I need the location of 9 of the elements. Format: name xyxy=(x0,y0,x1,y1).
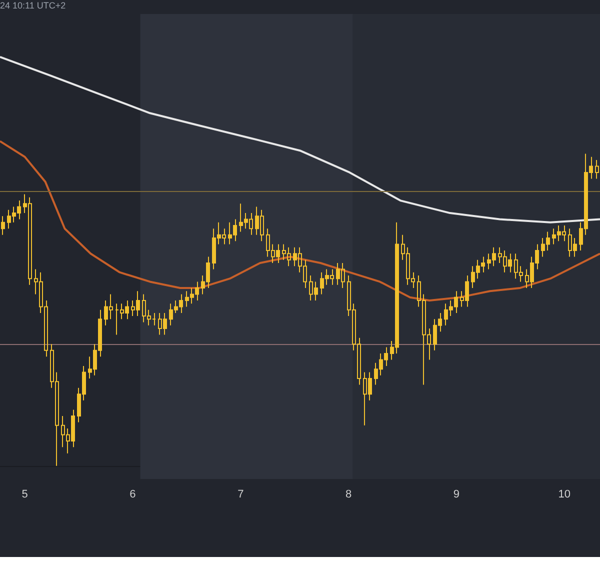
x-tick-label: 8 xyxy=(346,488,352,500)
x-tick-label: 10 xyxy=(558,488,571,500)
x-tick-label: 5 xyxy=(22,488,28,500)
text: 24 10:11 UTC+2 xyxy=(0,0,66,10)
x-tick-label: 9 xyxy=(453,488,460,500)
x-tick-label: 6 xyxy=(130,488,136,500)
x-tick-label: 7 xyxy=(238,488,244,500)
candlestick xyxy=(1,216,5,236)
candlestick xyxy=(595,159,599,180)
